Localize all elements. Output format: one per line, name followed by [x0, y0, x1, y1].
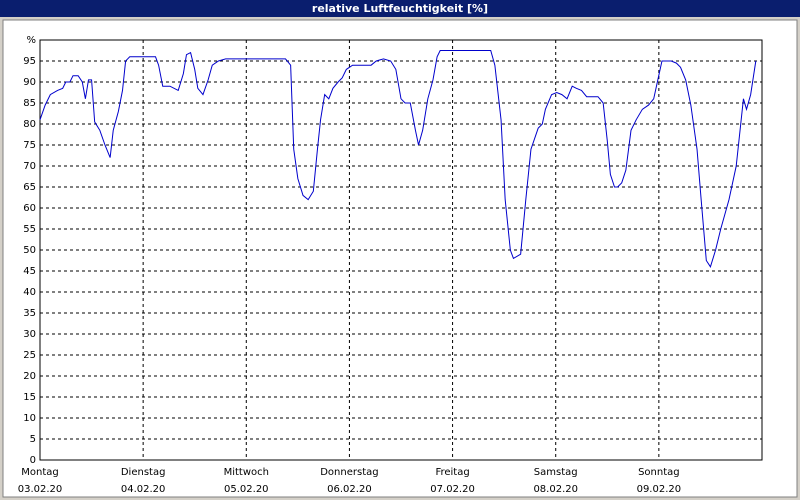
y-tick-label: 50	[23, 245, 36, 256]
y-tick-label: 45	[23, 266, 36, 277]
y-tick-label: 35	[23, 308, 36, 319]
x-tick-label: Freitag	[435, 467, 469, 478]
x-tick-label: Donnerstag	[320, 467, 378, 478]
x-tick-label: Sonntag	[638, 467, 680, 478]
y-tick-label: 0	[30, 455, 36, 466]
humidity-line	[39, 50, 757, 268]
y-tick-label: 25	[23, 350, 36, 361]
y-tick-label: 90	[23, 77, 36, 88]
x-tick-date: 05.02.20	[224, 484, 269, 495]
title-bar	[0, 0, 800, 17]
y-tick-label: 75	[23, 140, 36, 151]
y-tick-label: 65	[23, 182, 36, 193]
y-tick-label: 10	[23, 413, 36, 424]
x-tick-date: 06.02.20	[327, 484, 372, 495]
y-tick-label: 15	[23, 392, 36, 403]
y-tick-label: 70	[23, 161, 36, 172]
x-tick-date: 08.02.20	[533, 484, 578, 495]
y-tick-label: 80	[23, 119, 36, 130]
plot-frame	[39, 39, 763, 461]
x-tick-label: Mittwoch	[224, 467, 269, 478]
chart-title: relative Luftfeuchtigkeit [%]	[312, 2, 488, 15]
y-tick-label: %	[26, 35, 36, 46]
y-tick-label: 85	[23, 98, 36, 109]
x-tick-date: 03.02.20	[18, 484, 63, 495]
x-tick-date: 09.02.20	[637, 484, 682, 495]
y-tick-label: 20	[23, 371, 36, 382]
y-tick-label: 30	[23, 329, 36, 340]
y-tick-label: 60	[23, 203, 36, 214]
x-tick-date: 07.02.20	[430, 484, 475, 495]
x-tick-label: Dienstag	[121, 467, 166, 478]
y-tick-label: 5	[30, 434, 36, 445]
y-tick-label: 40	[23, 287, 36, 298]
x-tick-label: Montag	[21, 467, 58, 478]
x-tick-date: 04.02.20	[121, 484, 166, 495]
y-tick-label: 55	[23, 224, 36, 235]
x-tick-label: Samstag	[534, 467, 578, 478]
y-tick-label: 95	[23, 56, 36, 67]
